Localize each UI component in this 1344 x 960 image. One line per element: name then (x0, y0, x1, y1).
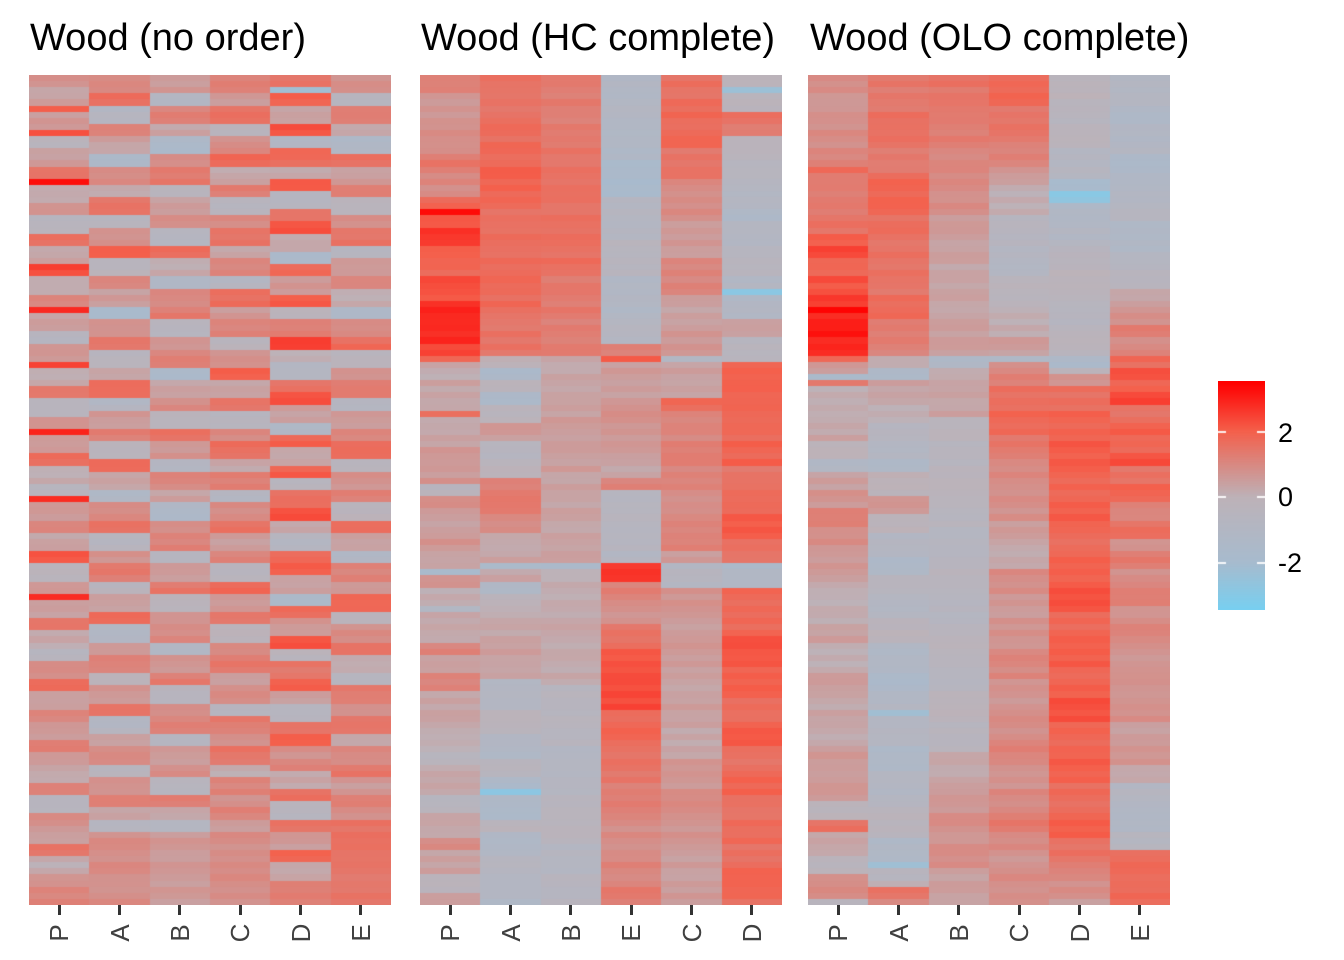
x-axis-tick (57, 905, 61, 915)
x-axis-tick (238, 905, 242, 915)
x-axis-label: D (736, 923, 767, 943)
heatmap-panel-hc-complete (420, 75, 782, 905)
x-axis-label: D (285, 923, 315, 943)
panel-title-hc-complete: Wood (HC complete) (421, 17, 776, 59)
colorbar-legend (1218, 381, 1265, 610)
x-axis-label: A (495, 924, 525, 942)
x-axis-tick (178, 905, 182, 915)
legend-tick-label: 0 (1278, 482, 1294, 512)
heatmap-panel-no-order (29, 75, 391, 905)
panel-title-no-order: Wood (no order) (30, 17, 306, 59)
x-axis-tick (1138, 905, 1142, 915)
x-axis-tick (1017, 905, 1021, 915)
x-axis-tick (299, 905, 302, 915)
x-axis-tick (957, 905, 961, 915)
x-axis-tick (690, 905, 693, 915)
legend-tick-label: 2 (1278, 418, 1294, 448)
x-axis-label: C (676, 923, 706, 943)
x-axis-label: B (555, 924, 586, 942)
x-axis-tick (118, 905, 121, 915)
x-axis-tick (750, 905, 754, 915)
x-axis-label: C (224, 923, 255, 943)
legend-tick-label: -2 (1278, 548, 1303, 578)
x-axis-label: P (434, 924, 465, 942)
x-axis-label: E (615, 924, 646, 942)
x-axis-label: C (1003, 923, 1034, 943)
x-axis-label: P (822, 924, 853, 942)
x-axis-label: D (1064, 923, 1094, 943)
panel-title-olo-complete: Wood (OLO complete) (810, 17, 1190, 59)
x-axis-label: B (943, 924, 974, 942)
x-axis-tick (569, 905, 573, 915)
x-axis-label: B (164, 924, 195, 942)
x-axis-label: A (104, 924, 134, 942)
x-axis-tick (448, 905, 452, 915)
x-axis-tick (1078, 905, 1081, 915)
x-axis-label: P (43, 924, 74, 942)
x-axis-tick (359, 905, 363, 915)
x-axis-label: A (883, 924, 913, 942)
x-axis-tick (897, 905, 900, 915)
x-axis-label: E (345, 924, 376, 942)
x-axis-tick (836, 905, 840, 915)
x-axis-label: E (1124, 924, 1155, 942)
x-axis-tick (629, 905, 633, 915)
x-axis-tick (509, 905, 512, 915)
heatmap-panel-olo-complete (808, 75, 1170, 905)
